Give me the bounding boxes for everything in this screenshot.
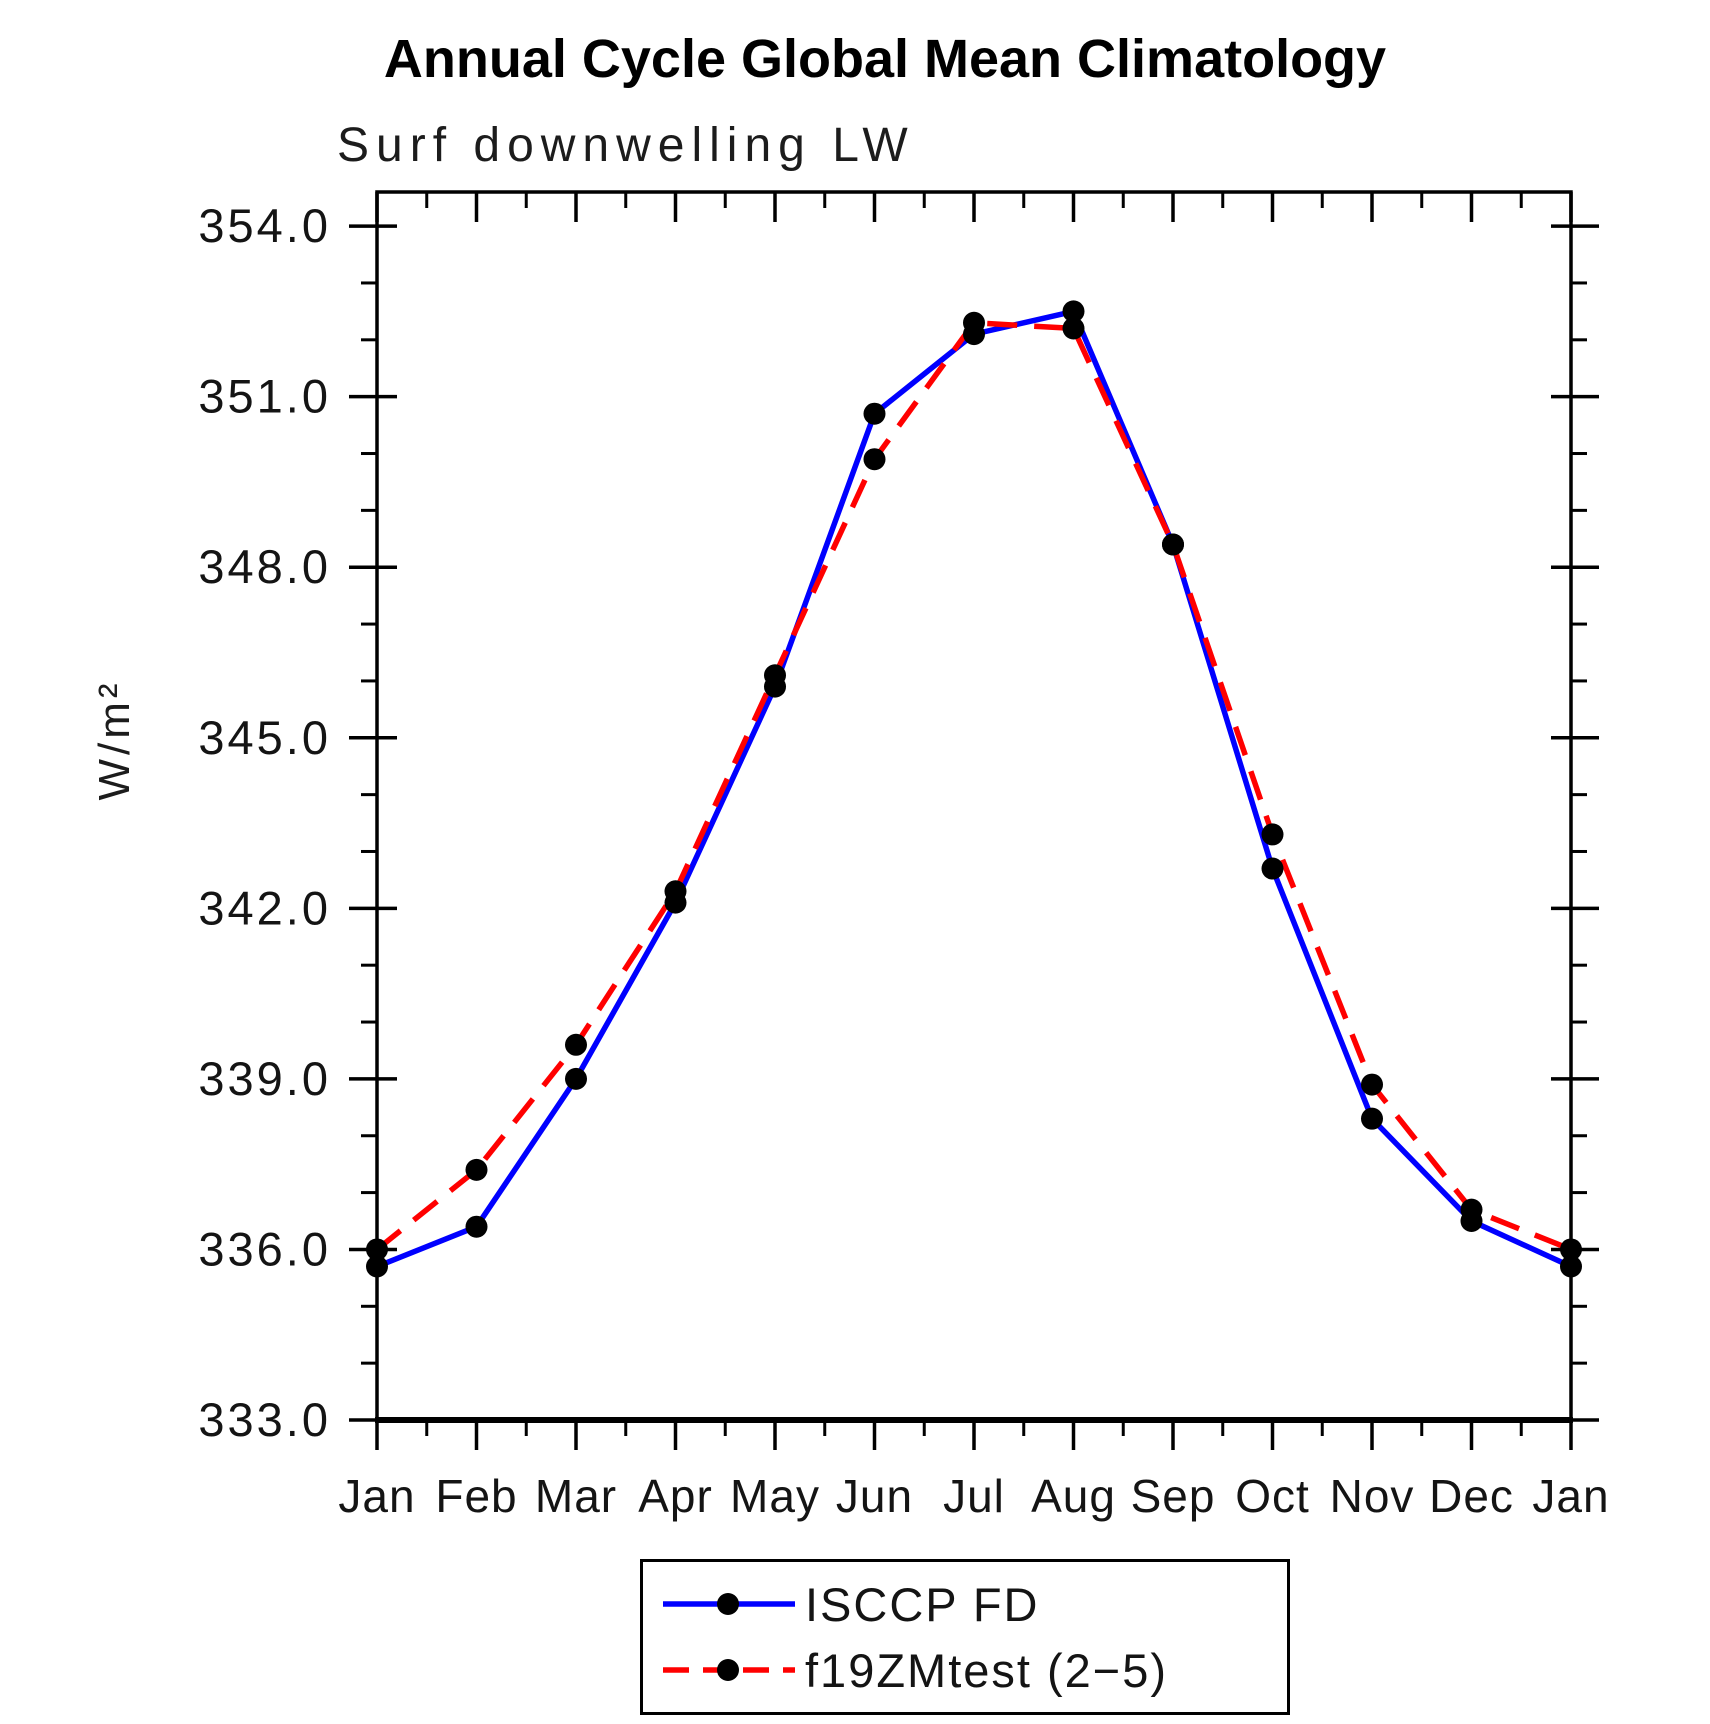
data-point xyxy=(1361,1073,1383,1096)
x-tick-label: Dec xyxy=(1429,1470,1514,1522)
legend-item: ISCCP FD xyxy=(663,1575,1287,1633)
data-point xyxy=(863,402,886,425)
data-point xyxy=(1460,1198,1483,1221)
legend-marker-icon xyxy=(717,1659,739,1681)
data-point xyxy=(465,1158,488,1181)
axes-frame xyxy=(375,190,1573,1422)
x-tick-label: Mar xyxy=(535,1470,617,1522)
y-tick-label: 342.0 xyxy=(198,881,331,934)
legend-line-swatch xyxy=(663,1657,795,1683)
chart-title: Annual Cycle Global Mean Climatology xyxy=(383,29,1387,89)
x-tick-label: Jan xyxy=(1532,1470,1609,1522)
x-tick-label: Jun xyxy=(836,1470,913,1522)
data-point xyxy=(863,448,886,471)
data-point xyxy=(664,880,687,903)
x-tick-label: Aug xyxy=(1031,1470,1116,1522)
data-point xyxy=(1062,300,1085,323)
data-point xyxy=(565,1067,587,1090)
y-tick-label: 339.0 xyxy=(198,1052,331,1105)
data-point xyxy=(1261,823,1284,846)
data-point xyxy=(1560,1238,1582,1261)
data-point xyxy=(963,311,985,334)
x-tick-label: Nov xyxy=(1330,1470,1415,1522)
x-tick-label: Apr xyxy=(638,1470,713,1522)
chart-subtitle: Surf downwelling LW xyxy=(337,119,915,172)
data-point xyxy=(465,1215,488,1238)
legend-label: f19ZMtest (2−5) xyxy=(805,1643,1169,1697)
legend-line-swatch xyxy=(663,1591,795,1617)
data-point xyxy=(1361,1107,1383,1130)
y-tick-label: 336.0 xyxy=(198,1222,331,1275)
data-point xyxy=(366,1255,388,1278)
x-tick-label: Sep xyxy=(1131,1470,1216,1522)
y-tick-label: 354.0 xyxy=(198,199,331,252)
x-tick-label: May xyxy=(730,1470,820,1522)
legend: ISCCP FD f19ZMtest (2−5) xyxy=(640,1559,1290,1715)
data-point xyxy=(1062,317,1085,340)
data-point xyxy=(1560,1255,1582,1278)
x-tick-label: Feb xyxy=(435,1470,517,1522)
series-line-0 xyxy=(375,308,1573,1270)
legend-item: f19ZMtest (2−5) xyxy=(663,1641,1287,1699)
data-point xyxy=(764,664,786,687)
y-tick-label: 333.0 xyxy=(198,1393,331,1446)
y-tick-label: 348.0 xyxy=(198,540,331,593)
legend-label: ISCCP FD xyxy=(805,1577,1040,1631)
data-point xyxy=(1162,533,1184,556)
x-tick-label: Jul xyxy=(943,1470,1005,1522)
data-point xyxy=(1261,857,1284,880)
data-point xyxy=(366,1238,388,1261)
data-point xyxy=(565,1033,587,1056)
legend-marker-icon xyxy=(717,1593,739,1615)
y-tick-label: 345.0 xyxy=(198,711,331,764)
x-tick-label: Jan xyxy=(338,1470,415,1522)
x-tick-label: Oct xyxy=(1235,1470,1310,1522)
y-tick-label: 351.0 xyxy=(198,370,331,423)
